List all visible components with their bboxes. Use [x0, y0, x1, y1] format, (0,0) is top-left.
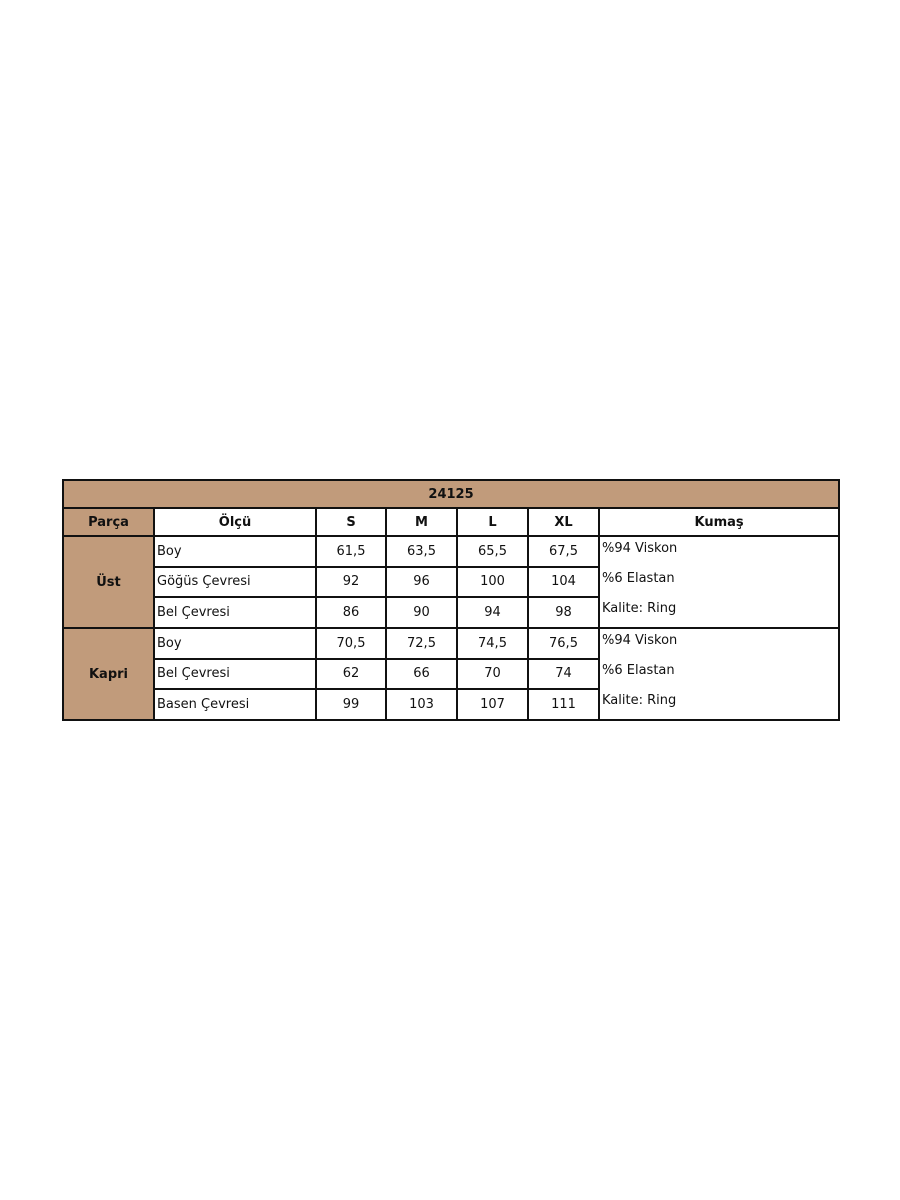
header-row: Parça Ölçü S M L XL Kumaş [62, 507, 841, 537]
header-measure: Ölçü [153, 507, 317, 537]
value-cell: 104 [527, 565, 600, 599]
value-cell: 70,5 [315, 627, 387, 660]
value-cell: 90 [385, 596, 458, 629]
value-cell: 107 [456, 688, 529, 721]
table-row: Üst Boy 61,5 63,5 65,5 67,5 %94 Viskon %6 Elast… [62, 535, 841, 629]
value-cell: 86 [315, 596, 387, 629]
table-row: Bel Çevresi 62 66 70 74 [63, 657, 839, 691]
header-size-xl: XL [527, 507, 600, 537]
value-cell: 111 [527, 688, 600, 721]
header-fabric: Kumaş [597, 507, 841, 537]
table-row: Kapri Boy 70,5 72,5 74,5 76,5 %94 Viskon %6 Ela… [62, 627, 841, 721]
value-cell: 67,5 [527, 535, 600, 568]
fabric-line: Kalite: Ring [602, 601, 677, 616]
measure-cell: Bel Çevresi [153, 657, 317, 691]
fabric-line: %94 Viskon [602, 541, 678, 556]
table-title: 24125 [61, 479, 841, 509]
header-size-s: S [315, 507, 387, 537]
table-row: Göğüs Çevresi 92 96 100 104 [63, 565, 839, 599]
header-size-l: L [456, 507, 529, 537]
fabric-line: Kalite: Ring [602, 693, 677, 708]
value-cell: 74,5 [456, 627, 529, 660]
value-cell: 61,5 [315, 535, 387, 568]
measure-cell: Boy [153, 535, 317, 568]
value-cell: 99 [315, 688, 387, 721]
value-cell: 76,5 [527, 627, 600, 660]
fabric-line: %6 Elastan [602, 571, 675, 586]
size-chart-table: 24125 Parça Ölçü S M L XL Kumaş Üst Boy 61… [61, 479, 841, 721]
part-cell: Üst [62, 535, 155, 629]
measure-cell: Boy [153, 627, 317, 660]
table-row: Basen Çevresi 99 103 107 111 [63, 688, 839, 721]
part-cell: Kapri [62, 627, 155, 721]
value-cell: 62 [315, 657, 387, 691]
fabric-line: %94 Viskon [602, 633, 678, 648]
fabric-cell: %94 Viskon %6 Elastan Kalite: Ring [597, 535, 841, 629]
value-cell: 63,5 [385, 535, 458, 568]
table-row: Bel Çevresi 86 90 94 98 [63, 596, 839, 629]
value-cell: 96 [385, 565, 458, 599]
fabric-line: %6 Elastan [602, 663, 675, 678]
value-cell: 94 [456, 596, 529, 629]
title-row: 24125 [61, 479, 841, 509]
fabric-cell: %94 Viskon %6 Elastan Kalite: Ring [597, 627, 841, 721]
value-cell: 92 [315, 565, 387, 599]
measure-cell: Basen Çevresi [153, 688, 317, 721]
measure-cell: Göğüs Çevresi [153, 565, 317, 599]
header-size-m: M [385, 507, 458, 537]
value-cell: 66 [385, 657, 458, 691]
value-cell: 74 [527, 657, 600, 691]
value-cell: 98 [527, 596, 600, 629]
value-cell: 103 [385, 688, 458, 721]
value-cell: 72,5 [385, 627, 458, 660]
measure-cell: Bel Çevresi [153, 596, 317, 629]
value-cell: 70 [456, 657, 529, 691]
value-cell: 65,5 [456, 535, 529, 568]
value-cell: 100 [456, 565, 529, 599]
header-part: Parça [62, 507, 155, 537]
